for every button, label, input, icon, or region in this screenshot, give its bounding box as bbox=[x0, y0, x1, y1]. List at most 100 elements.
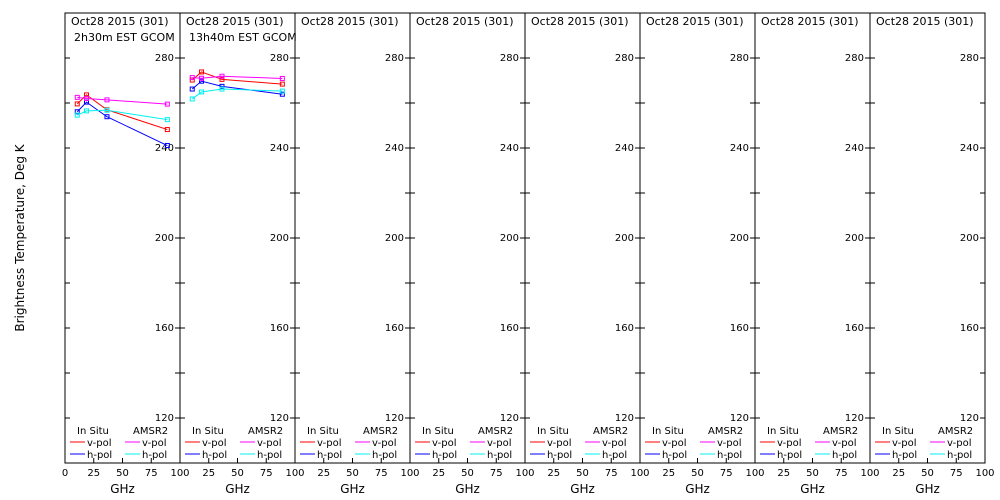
legend-amsr2-heading: AMSR2 bbox=[363, 426, 398, 437]
x-tick-label: 50 bbox=[231, 468, 244, 479]
y-tick-label: 280 bbox=[385, 53, 404, 64]
y-tick-label: 160 bbox=[270, 323, 289, 334]
x-tick-label: 75 bbox=[950, 468, 963, 479]
x-tick-label: 25 bbox=[777, 468, 790, 479]
data-point-insitu_h bbox=[74, 109, 80, 115]
data-point-amsr2_v bbox=[189, 75, 195, 81]
y-tick-label: 200 bbox=[730, 233, 749, 244]
data-point-insitu_v bbox=[279, 81, 285, 87]
y-tick-label: 280 bbox=[615, 53, 634, 64]
legend-amsr2-heading: AMSR2 bbox=[248, 426, 283, 437]
y-tick-label: 120 bbox=[270, 413, 289, 424]
legend-label-insitu_v: v-pol bbox=[547, 438, 572, 449]
x-tick-label: 50 bbox=[921, 468, 934, 479]
data-point-amsr2_h bbox=[219, 86, 225, 92]
panel-title: Oct28 2015 (301) bbox=[531, 15, 629, 28]
x-axis-label: GHz bbox=[915, 482, 940, 496]
legend-insitu-heading: In Situ bbox=[652, 426, 684, 437]
y-tick-label: 240 bbox=[845, 143, 864, 154]
legend-label-insitu_h: h-pol bbox=[892, 450, 917, 461]
data-point-insitu_v bbox=[164, 127, 170, 133]
series-line-insitu_v bbox=[76, 94, 168, 131]
panel-title: Oct28 2015 (301) bbox=[761, 15, 859, 28]
y-tick-label: 200 bbox=[385, 233, 404, 244]
data-point-amsr2_v bbox=[84, 96, 90, 101]
legend-label-amsr2_h: h-pol bbox=[602, 450, 627, 461]
y-tick-label: 200 bbox=[500, 233, 519, 244]
y-tick-label: 280 bbox=[960, 53, 979, 64]
legend-label-insitu_v: v-pol bbox=[777, 438, 802, 449]
data-point-amsr2_v bbox=[219, 73, 225, 79]
x-tick-label: 25 bbox=[317, 468, 330, 479]
series-line-amsr2_h bbox=[77, 109, 168, 121]
x-tick-label: 50 bbox=[346, 468, 359, 479]
y-tick-label: 160 bbox=[385, 323, 404, 334]
legend-label-insitu_h: h-pol bbox=[87, 450, 112, 461]
panel-title: Oct28 2015 (301) bbox=[186, 15, 284, 28]
data-point-amsr2_h bbox=[189, 96, 195, 102]
legend-label-amsr2_v: v-pol bbox=[372, 438, 397, 449]
y-tick-label: 120 bbox=[730, 413, 749, 424]
y-tick-label: 200 bbox=[960, 233, 979, 244]
panel-title: Oct28 2015 (301) bbox=[876, 15, 974, 28]
data-point-insitu_h bbox=[199, 78, 205, 84]
x-tick-label: 75 bbox=[145, 468, 158, 479]
x-tick-label: 0 bbox=[62, 468, 68, 479]
y-tick-label: 240 bbox=[500, 143, 519, 154]
x-tick-label: 25 bbox=[432, 468, 445, 479]
y-tick-label: 120 bbox=[615, 413, 634, 424]
x-tick-label: 25 bbox=[547, 468, 560, 479]
legend-insitu-heading: In Situ bbox=[77, 426, 109, 437]
legend-label-insitu_h: h-pol bbox=[202, 450, 227, 461]
panel-subtitle: 13h40m EST GCOM bbox=[189, 31, 297, 44]
legend-label-amsr2_v: v-pol bbox=[947, 438, 972, 449]
data-point-amsr2_h bbox=[84, 108, 90, 114]
y-tick-label: 240 bbox=[615, 143, 634, 154]
y-tick-label: 160 bbox=[615, 323, 634, 334]
legend-label-insitu_v: v-pol bbox=[432, 438, 457, 449]
y-tick-label: 120 bbox=[960, 413, 979, 424]
legend-amsr2-heading: AMSR2 bbox=[938, 426, 973, 437]
y-tick-label: 280 bbox=[155, 53, 174, 64]
data-point-amsr2_v bbox=[74, 94, 80, 100]
legend-amsr2-heading: AMSR2 bbox=[133, 426, 168, 437]
legend-label-amsr2_v: v-pol bbox=[257, 438, 282, 449]
legend-label-amsr2_h: h-pol bbox=[832, 450, 857, 461]
legend-label-amsr2_v: v-pol bbox=[142, 438, 167, 449]
data-point-amsr2_v bbox=[104, 97, 110, 103]
x-tick-label: 50 bbox=[461, 468, 474, 479]
y-tick-label: 240 bbox=[730, 143, 749, 154]
series-line-insitu_v bbox=[191, 71, 283, 85]
y-tick-label: 160 bbox=[730, 323, 749, 334]
x-tick-label: 100 bbox=[745, 468, 764, 479]
x-axis-label: GHz bbox=[455, 482, 480, 496]
legend-label-insitu_v: v-pol bbox=[87, 438, 112, 449]
legend-label-amsr2_h: h-pol bbox=[257, 450, 282, 461]
x-tick-label: 50 bbox=[116, 468, 129, 479]
data-point-insitu_v bbox=[219, 76, 225, 82]
legend-insitu-heading: In Situ bbox=[767, 426, 799, 437]
series-line-amsr2_h bbox=[191, 88, 283, 100]
y-tick-label: 160 bbox=[500, 323, 519, 334]
legend-label-amsr2_v: v-pol bbox=[487, 438, 512, 449]
y-tick-label: 200 bbox=[845, 233, 864, 244]
panel-title: Oct28 2015 (301) bbox=[416, 15, 514, 28]
legend-label-amsr2_h: h-pol bbox=[717, 450, 742, 461]
x-tick-label: 25 bbox=[202, 468, 215, 479]
data-point-insitu_v bbox=[74, 101, 80, 107]
y-tick-label: 120 bbox=[500, 413, 519, 424]
data-point-amsr2_h bbox=[104, 107, 110, 113]
legend-amsr2-heading: AMSR2 bbox=[708, 426, 743, 437]
data-point-amsr2_v bbox=[199, 75, 205, 81]
series-line-insitu_h bbox=[76, 101, 168, 146]
data-point-insitu_v bbox=[199, 69, 205, 75]
series-line-amsr2_v bbox=[192, 75, 283, 79]
x-tick-label: 25 bbox=[87, 468, 100, 479]
data-point-amsr2_v bbox=[164, 101, 170, 107]
x-axis-label: GHz bbox=[225, 482, 250, 496]
x-tick-label: 100 bbox=[515, 468, 534, 479]
x-tick-label: 75 bbox=[260, 468, 273, 479]
y-tick-label: 120 bbox=[155, 413, 174, 424]
legend-amsr2-heading: AMSR2 bbox=[823, 426, 858, 437]
